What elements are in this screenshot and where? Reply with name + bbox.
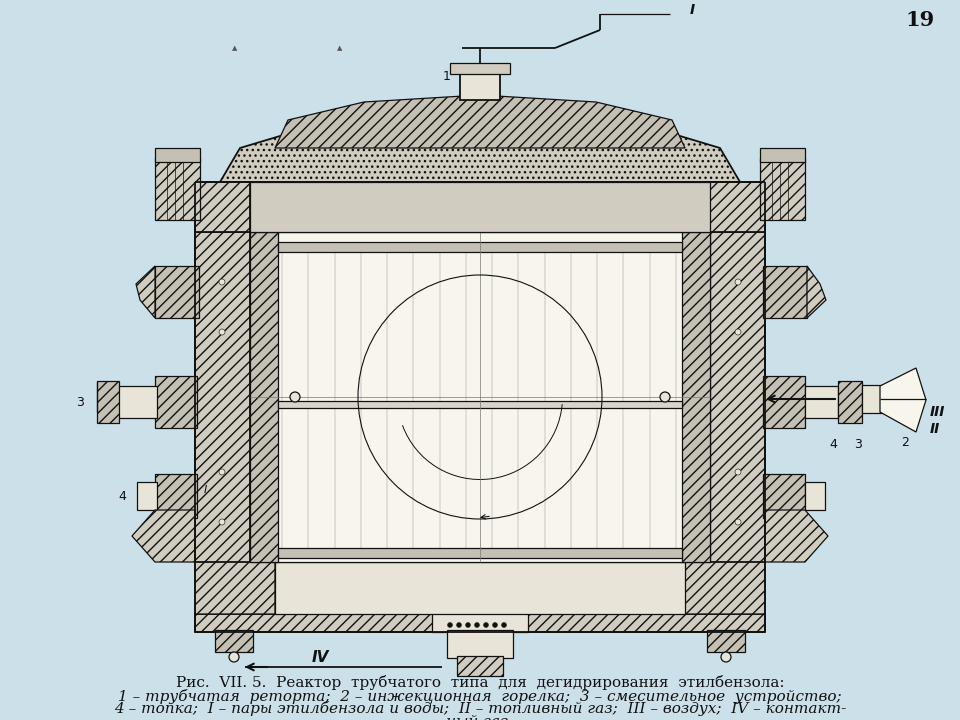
Bar [647, 244, 655, 552]
Circle shape [229, 652, 239, 662]
Bar [155, 266, 199, 318]
Text: I: I [689, 3, 695, 17]
Text: 4: 4 [829, 438, 837, 451]
Bar [490, 244, 497, 552]
Bar [331, 244, 340, 552]
Bar [710, 232, 765, 562]
Circle shape [219, 519, 225, 525]
Bar [279, 244, 287, 552]
Text: ▲: ▲ [337, 45, 343, 51]
Polygon shape [220, 114, 740, 182]
Bar [195, 232, 250, 562]
Polygon shape [765, 510, 828, 562]
Circle shape [735, 279, 741, 285]
Bar [97, 381, 119, 423]
Circle shape [290, 392, 300, 402]
Circle shape [492, 623, 497, 628]
Text: 3: 3 [854, 438, 862, 451]
Polygon shape [132, 510, 195, 562]
Circle shape [484, 623, 489, 628]
Bar [450, 63, 510, 74]
Bar [760, 148, 805, 162]
Bar [707, 630, 745, 652]
Circle shape [660, 392, 670, 402]
Bar [541, 244, 550, 552]
Bar [805, 482, 825, 510]
Bar [358, 244, 366, 552]
Bar [460, 74, 500, 100]
Bar [250, 182, 710, 232]
Circle shape [721, 652, 731, 662]
Bar [760, 158, 805, 220]
Bar [384, 244, 392, 552]
Bar [410, 244, 419, 552]
Bar [195, 182, 250, 232]
Bar [437, 244, 444, 552]
Circle shape [457, 623, 462, 628]
Bar [250, 232, 710, 562]
Bar [155, 158, 200, 220]
Bar [278, 401, 682, 408]
Text: II: II [930, 422, 940, 436]
Circle shape [466, 623, 470, 628]
Bar [710, 182, 765, 232]
Text: 1 – трубчатая  реторта;  2 – инжекционная  горелка;  3 – смесительное  устройств: 1 – трубчатая реторта; 2 – инжекционная … [118, 688, 842, 703]
Text: 3: 3 [76, 395, 84, 408]
Circle shape [501, 623, 507, 628]
Bar [155, 376, 197, 428]
Bar [516, 244, 523, 552]
Text: ▲: ▲ [232, 45, 238, 51]
Bar [463, 244, 470, 552]
Bar [620, 244, 629, 552]
Bar [278, 548, 682, 558]
Text: Рис.  VII. 5.  Реактор  трубчатого  типа  для  дегидрирования  этилбензола:: Рис. VII. 5. Реактор трубчатого типа для… [176, 675, 784, 690]
Bar [447, 630, 513, 658]
Text: IV: IV [311, 649, 328, 665]
Circle shape [447, 623, 452, 628]
Bar [805, 386, 838, 418]
Bar [215, 630, 253, 652]
Bar [457, 656, 503, 676]
Bar [838, 381, 862, 423]
Circle shape [219, 329, 225, 335]
Bar [682, 232, 710, 562]
Bar [673, 244, 681, 552]
Text: I: I [204, 485, 206, 495]
Bar [155, 474, 197, 518]
Bar [117, 386, 157, 418]
Polygon shape [807, 266, 826, 318]
Polygon shape [195, 510, 275, 614]
Text: 2: 2 [901, 436, 909, 449]
Circle shape [219, 279, 225, 285]
Text: 4: 4 [118, 490, 126, 503]
Bar [763, 376, 805, 428]
Bar [275, 562, 685, 614]
Bar [568, 244, 576, 552]
Text: ный газ.: ный газ. [446, 715, 514, 720]
Text: 4 – топка;  I – пары этилбензола и воды;  II – топливный газ;  III – воздух;  IV: 4 – топка; I – пары этилбензола и воды; … [114, 701, 846, 716]
Circle shape [735, 519, 741, 525]
Bar [278, 242, 682, 252]
Bar [250, 232, 278, 562]
Polygon shape [880, 368, 926, 432]
Bar [195, 614, 765, 632]
Bar [305, 244, 313, 552]
Circle shape [219, 469, 225, 475]
Bar [137, 482, 157, 510]
Bar [763, 266, 807, 318]
Polygon shape [136, 266, 155, 318]
Bar [155, 148, 200, 162]
Bar [862, 385, 882, 413]
Bar [594, 244, 602, 552]
Text: 19: 19 [905, 10, 935, 30]
Text: III: III [929, 405, 945, 419]
Polygon shape [685, 510, 765, 614]
Text: 1: 1 [444, 71, 451, 84]
Bar [432, 608, 528, 632]
Circle shape [735, 469, 741, 475]
Bar [763, 474, 805, 518]
Circle shape [735, 329, 741, 335]
Polygon shape [275, 95, 685, 148]
Circle shape [474, 623, 479, 628]
